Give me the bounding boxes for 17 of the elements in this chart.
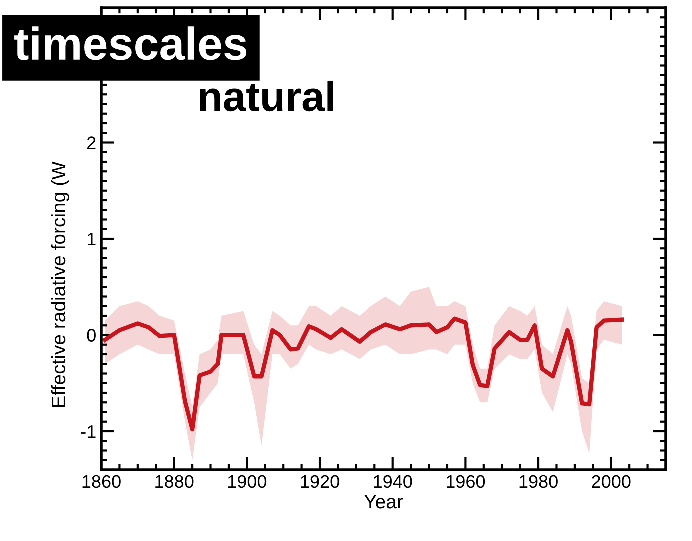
x-tick-label: 1900 bbox=[228, 475, 267, 488]
x-tick-label: 1940 bbox=[374, 475, 412, 488]
x-tick-label: 1960 bbox=[446, 475, 486, 488]
annotation: natural bbox=[200, 80, 334, 112]
y-tick-label: 0 bbox=[87, 329, 96, 342]
x-tick-label: 1860 bbox=[82, 475, 121, 488]
x-tick-label: 1880 bbox=[156, 475, 194, 488]
line-series bbox=[103, 316, 624, 432]
x-tick-label: 1920 bbox=[301, 475, 340, 488]
x-tick-label: 1980 bbox=[520, 475, 558, 488]
y-tick-label: 2 bbox=[88, 136, 96, 150]
y-tick-label: -1 bbox=[81, 426, 96, 438]
x-axis-title: Year bbox=[364, 495, 404, 509]
annotation: timescales bbox=[14, 26, 247, 60]
x-tick-label: 2000 bbox=[592, 475, 631, 488]
y-tick-label: 1 bbox=[88, 233, 96, 246]
y-axis-title: Effective radiative forcing (W bbox=[51, 162, 70, 408]
